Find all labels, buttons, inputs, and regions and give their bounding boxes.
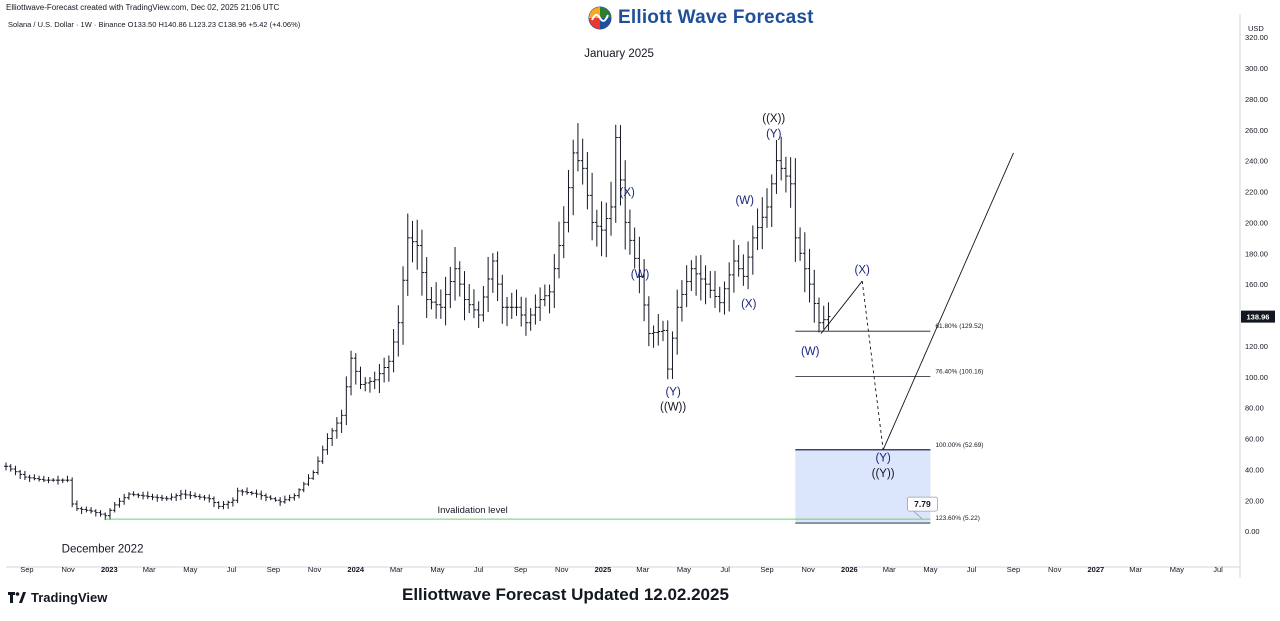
fib-level-label: 123.60% (5.22) xyxy=(935,515,979,522)
x-tick-label: May xyxy=(923,565,937,574)
fib-level-label: 76.40% (100.16) xyxy=(935,369,983,376)
y-tick-label: 120.00 xyxy=(1245,342,1268,351)
y-tick-label: 300.00 xyxy=(1245,64,1268,73)
credit-text: Elliottwave-Forecast created with Tradin… xyxy=(6,3,280,12)
x-tick-label: Mar xyxy=(1129,565,1142,574)
price-bars xyxy=(4,123,831,521)
date-annotation: January 2025 xyxy=(584,48,654,60)
x-tick-label: Nov xyxy=(802,565,816,574)
y-tick-label: 0.00 xyxy=(1245,527,1260,536)
last-price-value: 138.96 xyxy=(1247,313,1270,322)
wave-label: (W) xyxy=(801,346,820,358)
currency-label: USD xyxy=(1248,24,1264,33)
x-tick-label: Jul xyxy=(474,565,484,574)
x-tick-label: 2024 xyxy=(347,565,365,574)
wave-label: (W) xyxy=(631,269,650,281)
brand-wave-icon xyxy=(588,6,612,30)
x-tick-label: Jul xyxy=(720,565,730,574)
x-tick-label: Jul xyxy=(967,565,977,574)
update-title: Elliottwave Forecast Updated 12.02.2025 xyxy=(402,585,729,604)
x-tick-label: 2023 xyxy=(101,565,118,574)
y-tick-label: 200.00 xyxy=(1245,218,1268,227)
projection-y-leg xyxy=(861,280,884,450)
y-tick-label: 320.00 xyxy=(1245,33,1268,42)
wave-label: ((W)) xyxy=(660,402,686,414)
y-tick-label: 80.00 xyxy=(1245,404,1264,413)
x-tick-label: Sep xyxy=(514,565,527,574)
y-tick-label: 220.00 xyxy=(1245,188,1268,197)
x-tick-label: Nov xyxy=(308,565,322,574)
wave-label: ((X)) xyxy=(762,113,785,125)
x-tick-label: Nov xyxy=(555,565,569,574)
projection-x-leg xyxy=(820,280,863,334)
x-tick-label: Sep xyxy=(267,565,280,574)
tradingview-name: TradingView xyxy=(31,590,108,605)
x-tick-label: May xyxy=(677,565,691,574)
wave-label: (Y) xyxy=(766,128,782,140)
last-price-tag xyxy=(1241,310,1275,323)
wave-label: (X) xyxy=(620,187,636,199)
x-tick-label: Jul xyxy=(227,565,237,574)
x-tick-label: May xyxy=(1170,565,1184,574)
wave-label: ((Y)) xyxy=(872,468,895,480)
y-tick-label: 20.00 xyxy=(1245,496,1264,505)
y-tick-label: 240.00 xyxy=(1245,157,1268,166)
fib-level-label: 100.00% (52.69) xyxy=(935,442,983,449)
x-tick-label: Mar xyxy=(390,565,403,574)
y-tick-label: 40.00 xyxy=(1245,465,1264,474)
x-tick-label: 2026 xyxy=(841,565,858,574)
invalidation-callout-line xyxy=(913,510,923,520)
wave-label: (Y) xyxy=(875,453,891,465)
target-zone xyxy=(795,449,931,524)
y-tick-label: 180.00 xyxy=(1245,249,1268,258)
y-tick-label: 160.00 xyxy=(1245,280,1268,289)
x-tick-label: Mar xyxy=(883,565,896,574)
x-tick-label: Nov xyxy=(1048,565,1062,574)
wave-label: (X) xyxy=(855,264,871,276)
invalidation-value: 7.79 xyxy=(914,499,931,509)
x-tick-label: Sep xyxy=(760,565,773,574)
x-tick-label: Sep xyxy=(1007,565,1020,574)
symbol-legend: Solana / U.S. Dollar · 1W · Binance O133… xyxy=(8,20,301,29)
projection-rally-line xyxy=(882,152,1014,450)
x-tick-label: Jul xyxy=(1213,565,1223,574)
x-tick-label: 2025 xyxy=(595,565,612,574)
x-tick-label: May xyxy=(183,565,197,574)
x-tick-label: May xyxy=(430,565,444,574)
invalidation-label: Invalidation level xyxy=(437,505,507,516)
y-tick-label: 280.00 xyxy=(1245,95,1268,104)
y-tick-label: 260.00 xyxy=(1245,126,1268,135)
y-tick-label: 60.00 xyxy=(1245,435,1264,444)
x-tick-label: Sep xyxy=(20,565,33,574)
fib-level-label: 61.80% (129.52) xyxy=(935,323,983,330)
wave-label: (W) xyxy=(735,195,754,207)
brand-logo: Elliott Wave Forecast xyxy=(588,4,814,32)
date-annotation: December 2022 xyxy=(62,544,144,556)
wave-label: (X) xyxy=(741,298,757,310)
invalidation-value-box xyxy=(907,496,938,512)
tradingview-logo: TradingView xyxy=(8,590,107,605)
y-tick-label: 100.00 xyxy=(1245,373,1268,382)
tradingview-icon xyxy=(8,592,26,603)
x-tick-label: Nov xyxy=(61,565,75,574)
x-tick-label: Mar xyxy=(636,565,649,574)
brand-name: Elliott Wave Forecast xyxy=(618,7,814,28)
x-tick-label: 2027 xyxy=(1088,565,1105,574)
wave-label: (Y) xyxy=(665,386,681,398)
x-tick-label: Mar xyxy=(143,565,156,574)
